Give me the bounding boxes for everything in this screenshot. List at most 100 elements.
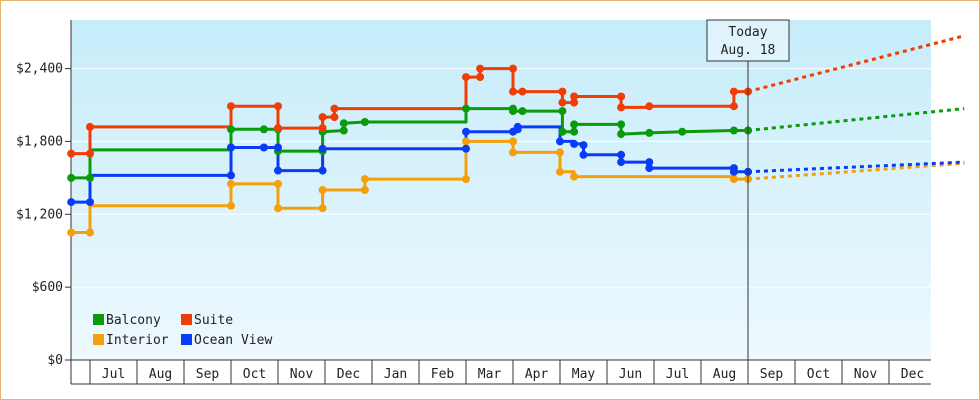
- point-interior-0: [67, 228, 76, 237]
- point-balcony-8: [339, 126, 348, 135]
- point-interior-5: [274, 204, 282, 213]
- point-balcony-10: [360, 118, 369, 126]
- today-box: [706, 19, 790, 62]
- point-suite-8: [330, 113, 339, 122]
- month-label-17: Dec: [901, 367, 924, 382]
- point-balcony-15: [558, 107, 567, 116]
- month-label-3: Oct: [243, 367, 266, 382]
- point-balcony-23: [729, 126, 738, 135]
- month-label-10: May: [572, 367, 596, 382]
- point-ocean-view-5: [274, 143, 282, 152]
- point-ocean-view-13: [513, 122, 522, 131]
- point-balcony-17: [570, 127, 579, 136]
- point-balcony-20: [617, 130, 626, 139]
- point-suite-24: [729, 87, 738, 96]
- point-balcony-11: [462, 104, 470, 113]
- point-ocean-view-16: [579, 141, 588, 150]
- point-ocean-view-18: [617, 150, 626, 159]
- point-balcony-1: [86, 173, 94, 182]
- point-suite-16: [558, 87, 567, 96]
- month-label-1: Aug: [149, 367, 172, 382]
- point-interior-11: [462, 137, 470, 146]
- point-interior-10: [462, 175, 470, 184]
- legend-swatch-suite: [181, 314, 192, 325]
- month-label-9: Apr: [525, 367, 549, 382]
- point-ocean-view-15: [570, 139, 579, 148]
- series-line-balcony: [71, 107, 748, 180]
- point-interior-17: [729, 175, 738, 184]
- point-suite-10: [462, 73, 470, 82]
- legend-swatch-balcony: [93, 314, 104, 325]
- point-ocean-view-7: [318, 166, 327, 175]
- point-ocean-view-2: [227, 171, 235, 180]
- point-suite-23: [729, 102, 738, 111]
- point-interior-9: [360, 175, 369, 184]
- point-ocean-view-19: [617, 158, 626, 167]
- point-interior-4: [274, 179, 282, 188]
- legend: Balcony Suite Interior Ocean View: [93, 313, 272, 348]
- month-label-8: Mar: [478, 367, 502, 382]
- point-ocean-view-9: [462, 144, 470, 153]
- point-suite-18: [570, 98, 579, 107]
- point-balcony-16: [558, 127, 567, 136]
- month-label-12: Jul: [666, 367, 689, 382]
- y-tick-label-4: $2,400: [16, 62, 63, 77]
- point-ocean-view-10: [462, 127, 470, 136]
- point-ocean-view-8: [318, 144, 327, 153]
- point-suite-1: [86, 149, 94, 158]
- point-balcony-2: [227, 125, 235, 134]
- point-interior-1: [86, 228, 94, 237]
- point-suite-4: [274, 102, 282, 111]
- point-suite-15: [518, 87, 527, 96]
- point-ocean-view-14: [556, 137, 564, 146]
- today-indicator: Today Aug. 18: [706, 19, 790, 360]
- month-label-16: Nov: [854, 367, 878, 382]
- point-interior-12: [509, 137, 517, 146]
- point-interior-3: [227, 179, 235, 188]
- month-label-0: Jul: [102, 367, 125, 382]
- point-ocean-view-4: [259, 143, 268, 152]
- point-balcony-0: [67, 173, 76, 182]
- point-ocean-view-23: [729, 167, 738, 176]
- point-suite-7: [318, 113, 327, 122]
- point-interior-8: [360, 186, 369, 194]
- point-suite-13: [509, 64, 517, 73]
- point-ocean-view-21: [645, 164, 654, 173]
- month-label-6: Jan: [384, 367, 407, 382]
- today-date: Aug. 18: [721, 43, 776, 58]
- point-balcony-13: [509, 107, 517, 116]
- point-suite-19: [570, 92, 579, 101]
- point-interior-6: [318, 204, 327, 213]
- point-suite-12: [476, 64, 485, 73]
- point-balcony-18: [570, 120, 579, 129]
- today-label: Today: [728, 25, 767, 40]
- point-balcony-21: [645, 128, 654, 137]
- point-ocean-view-0: [67, 198, 76, 207]
- legend-label-ocean-view: Ocean View: [194, 333, 272, 348]
- axes: $0 $600 $1,200 $1,800 $2,400 Jul Aug Sep Oct Nov D…: [16, 20, 931, 385]
- month-label-11: Jun: [619, 367, 642, 382]
- legend-swatch-interior: [93, 334, 104, 345]
- plot-background: [71, 20, 931, 360]
- point-ocean-view-3: [227, 143, 235, 152]
- y-tick-label-3: $1,800: [16, 134, 63, 149]
- point-interior-15: [556, 167, 564, 176]
- point-suite-14: [509, 87, 517, 96]
- point-suite-11: [476, 73, 485, 82]
- legend-swatch-ocean-view: [181, 334, 192, 345]
- point-interior-16: [570, 172, 579, 181]
- point-suite-5: [274, 124, 282, 133]
- point-suite-20: [617, 92, 626, 101]
- point-suite-6: [318, 124, 327, 133]
- point-balcony-22: [678, 127, 687, 136]
- month-label-5: Dec: [337, 367, 360, 382]
- point-balcony-3: [259, 125, 268, 134]
- y-tick-label-2: $1,200: [16, 207, 63, 222]
- point-suite-21: [617, 103, 626, 112]
- point-interior-7: [318, 186, 327, 194]
- legend-label-suite: Suite: [194, 313, 233, 328]
- point-ocean-view-20: [645, 158, 654, 167]
- point-ocean-view-17: [579, 150, 588, 159]
- series-markers: [67, 64, 752, 237]
